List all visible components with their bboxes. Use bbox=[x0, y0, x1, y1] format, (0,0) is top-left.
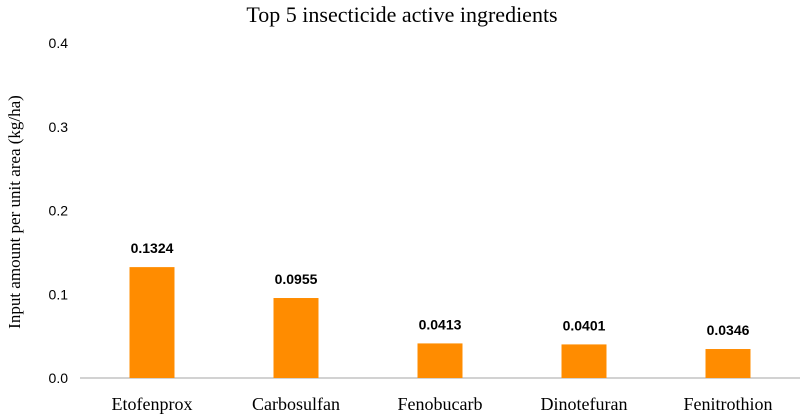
y-tick-label: 0.1 bbox=[49, 286, 69, 302]
bar-fenobucarb bbox=[417, 343, 463, 378]
x-tick-label: Etofenprox bbox=[112, 394, 193, 414]
data-label: 0.1324 bbox=[131, 240, 174, 256]
bar-carbosulfan bbox=[273, 298, 319, 378]
y-tick-label: 0.2 bbox=[49, 203, 69, 219]
y-axis-ticks: 0.0 0.1 0.2 0.3 0.4 bbox=[49, 35, 69, 386]
data-label: 0.0955 bbox=[275, 271, 318, 287]
data-label: 0.0401 bbox=[563, 317, 606, 333]
data-label: 0.0413 bbox=[419, 316, 462, 332]
chart-title: Top 5 insecticide active ingredients bbox=[246, 2, 557, 27]
data-labels-group: 0.1324 0.0955 0.0413 0.0401 0.0346 bbox=[131, 240, 750, 338]
x-axis-ticks: Etofenprox Carbosulfan Fenobucarb Dinotefur… bbox=[112, 394, 773, 414]
x-tick-label: Dinotefuran bbox=[541, 394, 628, 414]
x-tick-label: Carbosulfan bbox=[252, 394, 340, 414]
y-axis-label: Input amount per unit area (kg/ha) bbox=[5, 95, 24, 329]
bars-group bbox=[129, 267, 751, 378]
data-label: 0.0346 bbox=[707, 322, 750, 338]
y-tick-label: 0.4 bbox=[49, 35, 69, 51]
bar-fenitrothion bbox=[705, 349, 751, 378]
bar-dinotefuran bbox=[561, 344, 607, 378]
bar-etofenprox bbox=[129, 267, 175, 378]
x-tick-label: Fenitrothion bbox=[684, 394, 773, 414]
y-tick-label: 0.3 bbox=[49, 119, 69, 135]
y-tick-label: 0.0 bbox=[49, 370, 69, 386]
x-tick-label: Fenobucarb bbox=[398, 394, 483, 414]
